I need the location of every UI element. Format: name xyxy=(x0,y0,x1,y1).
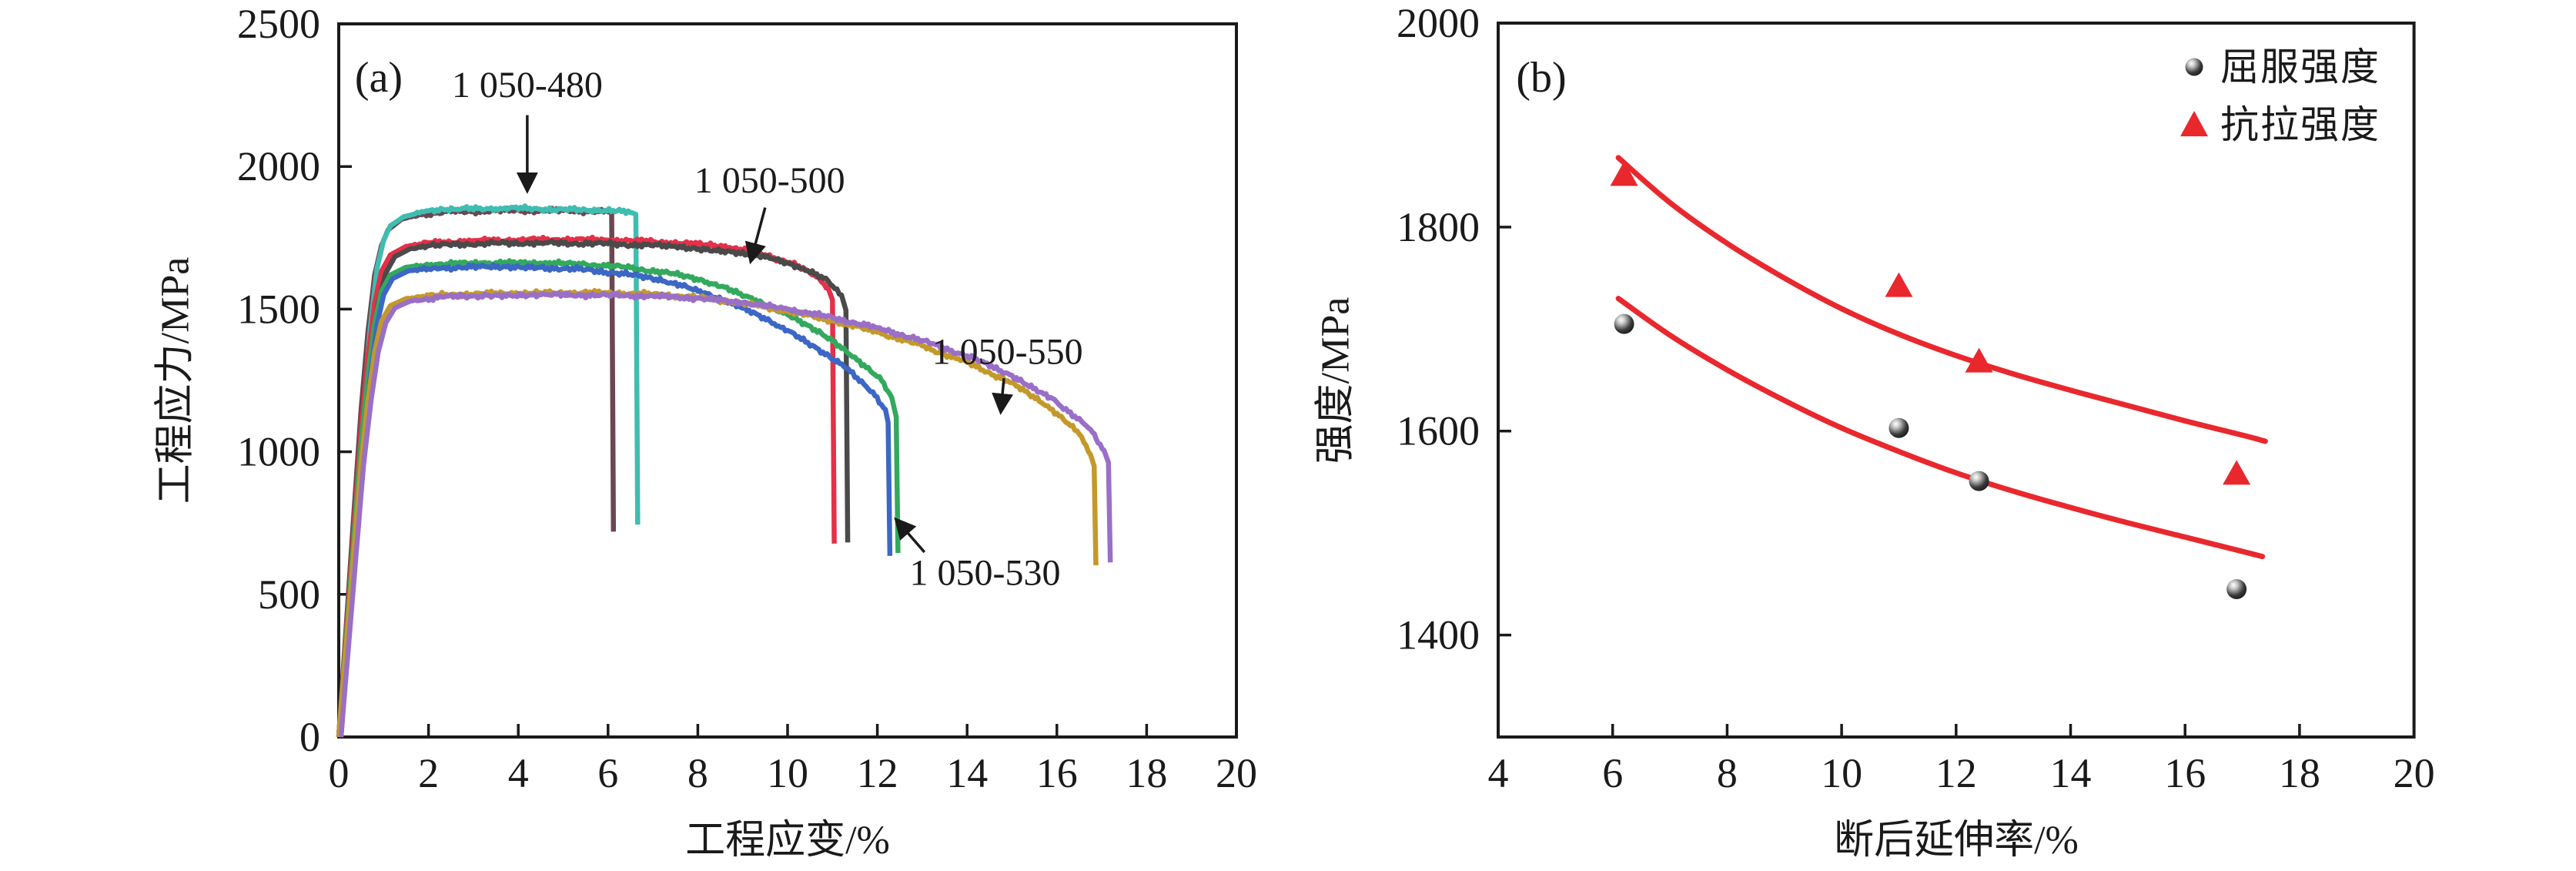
annotation-arrow-1050-530 xyxy=(894,517,926,554)
trend-line-0 xyxy=(1615,155,2268,444)
trend-line-1 xyxy=(1615,296,2266,560)
yield-strength-point xyxy=(2226,578,2247,599)
x-tick-label-b: 8 xyxy=(1717,750,1738,796)
y-tick-label-a: 2000 xyxy=(237,143,320,189)
panel-a-y-axis-title: 工程应力/MPa xyxy=(154,257,198,504)
panel-b-y-axis-title: 强度/MPa xyxy=(1314,297,1358,464)
yield-strength-point xyxy=(1889,417,1909,438)
x-tick-label-a: 10 xyxy=(767,750,808,796)
yield-strength-point xyxy=(1969,471,1989,491)
panel-b-trend-lines xyxy=(1615,155,2268,560)
curve-1050-530-5 xyxy=(338,262,893,738)
y-tick-label-a: 1000 xyxy=(237,429,320,475)
annotation-label-1050-550: 1 050-550 xyxy=(932,331,1083,372)
y-tick-label-a: 1500 xyxy=(237,286,320,332)
legend-tensile-strength-label: 抗拉强度 xyxy=(2220,103,2380,146)
curve-1050-530-4 xyxy=(336,258,901,738)
x-tick-label-b: 12 xyxy=(1935,750,1977,796)
y-tick-label-a: 2500 xyxy=(237,1,320,47)
tensile-strength-point xyxy=(2223,460,2251,485)
x-tick-label-a: 4 xyxy=(508,750,529,796)
y-tick-label-b: 2000 xyxy=(1397,0,1480,46)
panel-a-x-axis-title: 工程应变/% xyxy=(685,819,890,863)
panel-b-axes: 4 6 8 10 12 14 16 18 20 1400 1600 1800 2000 xyxy=(1397,0,2435,796)
panel-b: 4 6 8 10 12 14 16 18 20 1400 1600 1800 2000 (b) 断后延伸… xyxy=(1314,0,2435,863)
x-tick-label-a: 8 xyxy=(687,750,708,796)
y-tick-label-a: 500 xyxy=(258,571,320,618)
panel-b-x-axis-title: 断后延伸率/% xyxy=(1834,819,2079,863)
yield-strength-point xyxy=(1614,313,1634,334)
x-tick-label-a: 6 xyxy=(597,750,618,796)
panel-b-legend: 屈服强度 抗拉强度 xyxy=(2180,45,2380,146)
x-tick-label-b: 16 xyxy=(2164,750,2206,796)
annotation-label-1050-500: 1 050-500 xyxy=(694,160,845,201)
x-tick-label-b: 10 xyxy=(1821,750,1862,796)
tensile-strength-point xyxy=(1885,272,1913,297)
y-tick-label-a: 0 xyxy=(299,714,320,760)
panel-a: 0 2 4 6 8 10 12 14 16 18 20 0 500 1000 1500 2000 2500 1 … xyxy=(154,1,1258,863)
y-tick-label-b: 1400 xyxy=(1397,612,1480,658)
curve-1050-500-2 xyxy=(336,234,837,738)
x-tick-label-a: 18 xyxy=(1126,750,1167,796)
annotation-arrow-1050-550 xyxy=(992,377,1014,415)
annotation-label-1050-530: 1 050-530 xyxy=(910,553,1061,594)
tensile-strength-point xyxy=(1610,161,1638,186)
panel-a-annotations: 1 050-480 1 050-500 1 050-550 1 050-530 xyxy=(452,65,1083,593)
plot-frame-a xyxy=(337,22,1238,739)
legend-yield-strength-marker-icon xyxy=(2185,58,2203,76)
panel-b-tag: (b) xyxy=(1516,54,1566,102)
x-tick-label-b: 6 xyxy=(1602,750,1623,796)
curve-1050-550-7 xyxy=(338,290,1113,738)
legend-yield-strength-label: 屈服强度 xyxy=(2220,45,2380,89)
curve-1050-480-1 xyxy=(338,203,641,738)
panel-b-data-points xyxy=(1610,161,2251,599)
y-tick-label-b: 1800 xyxy=(1397,204,1480,250)
panel-a-curves xyxy=(336,203,1113,738)
panel-a-axes: 0 2 4 6 8 10 12 14 16 18 20 0 500 1000 1500 2000 2500 xyxy=(237,1,1257,796)
annotation-label-1050-480: 1 050-480 xyxy=(452,65,603,106)
x-tick-label-a: 16 xyxy=(1036,750,1078,796)
x-tick-label-a: 0 xyxy=(329,750,350,796)
curve-1050-500-3 xyxy=(338,238,851,738)
legend-tensile-strength-marker-icon xyxy=(2180,111,2208,136)
x-tick-label-a: 2 xyxy=(418,750,439,796)
x-tick-label-b: 4 xyxy=(1488,750,1509,796)
x-tick-label-b: 20 xyxy=(2394,750,2435,796)
x-tick-label-b: 18 xyxy=(2279,750,2320,796)
x-tick-label-a: 14 xyxy=(946,750,988,796)
x-tick-label-a: 20 xyxy=(1216,750,1257,796)
x-tick-label-a: 12 xyxy=(857,750,898,796)
annotation-arrow-1050-500 xyxy=(744,207,767,265)
tensile-strength-point xyxy=(1965,347,1993,373)
panel-a-tag: (a) xyxy=(355,54,403,102)
y-tick-label-b: 1600 xyxy=(1397,408,1480,454)
x-tick-label-b: 14 xyxy=(2050,750,2092,796)
